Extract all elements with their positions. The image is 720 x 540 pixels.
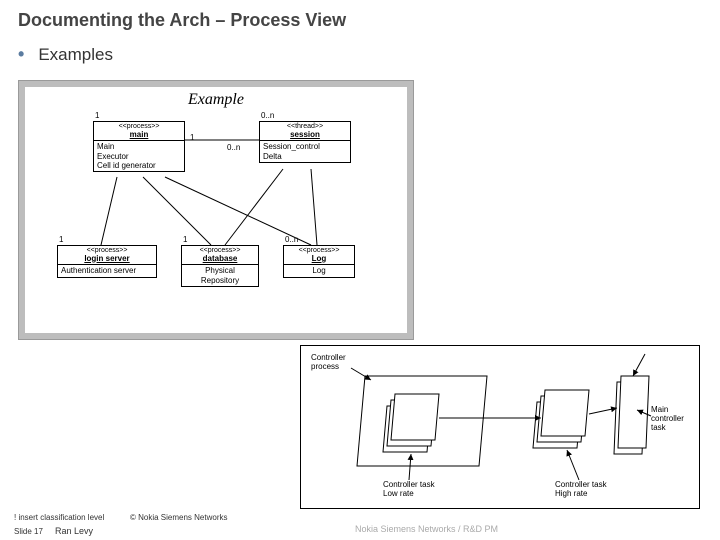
mult-login: 1	[59, 235, 63, 244]
process-svg	[301, 346, 701, 510]
line: Log	[287, 266, 351, 275]
line: Executor	[97, 152, 181, 161]
mult-session: 0..n	[261, 111, 274, 120]
bullet-marker: •	[18, 44, 24, 65]
line: Authentication server	[61, 266, 153, 275]
line: Main	[97, 142, 181, 151]
bullet-row: • Examples	[18, 44, 113, 65]
mult-database: 1	[183, 235, 187, 244]
example-uml-canvas: Example <<process>> main Main Executor C…	[25, 87, 407, 333]
mult-main: 1	[95, 111, 99, 120]
box-name: session	[262, 131, 348, 140]
box-name: database	[184, 255, 256, 264]
uml-box-database: <<process>> database Physical Repository	[181, 245, 259, 287]
uml-box-session: <<thread>> session Session_control Delta	[259, 121, 351, 163]
mult-log: 0..n	[285, 235, 298, 244]
footer-slide: Slide 17	[14, 527, 43, 536]
line: Delta	[263, 152, 347, 161]
example-title: Example	[25, 91, 407, 109]
line: Cell id generator	[97, 161, 181, 170]
page-title: Documenting the Arch – Process View	[18, 10, 346, 31]
footer-classification: ! insert classification level	[14, 513, 104, 522]
line: Physical	[185, 266, 255, 275]
process-diagram: Controllerprocess Controller taskLow rat…	[300, 345, 700, 509]
box-name: login server	[60, 255, 154, 264]
assoc-mult-left: 1	[190, 133, 194, 142]
footer-copyright: © Nokia Siemens Networks	[130, 513, 227, 522]
line: Session_control	[263, 142, 347, 151]
footer-subfoot: Nokia Siemens Networks / R&D PM	[355, 524, 498, 534]
assoc-mult-right: 0..n	[227, 143, 240, 152]
line: Repository	[185, 276, 255, 285]
box-name: Log	[286, 255, 352, 264]
bullet-text: Examples	[38, 45, 113, 65]
uml-box-login: <<process>> login server Authentication …	[57, 245, 157, 278]
example-uml-frame: Example <<process>> main Main Executor C…	[18, 80, 414, 340]
box-name: main	[96, 131, 182, 140]
uml-box-main: <<process>> main Main Executor Cell id g…	[93, 121, 185, 172]
uml-box-log: <<process>> Log Log	[283, 245, 355, 278]
footer-author: Ran Levy	[55, 526, 93, 536]
uml-connectors	[25, 87, 409, 333]
